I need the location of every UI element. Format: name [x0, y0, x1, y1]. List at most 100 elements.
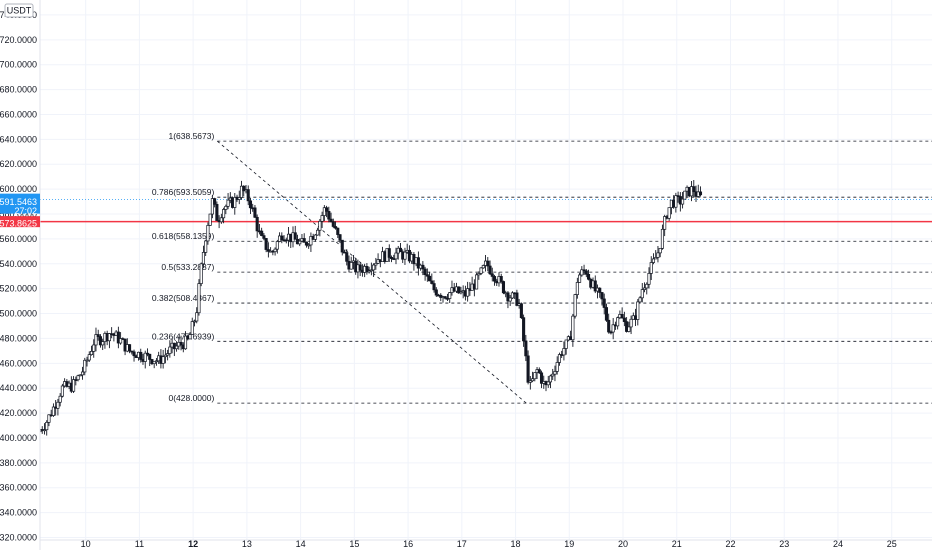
candle-body	[398, 247, 403, 253]
candle	[506, 291, 510, 309]
candle-body	[519, 303, 523, 318]
fibonacci-retracement[interactable]: 1(638.5673) 0.786(593.5059) 0.618(558.1359…	[152, 131, 932, 404]
candle	[260, 227, 264, 237]
candle-body	[280, 235, 284, 241]
candle-body	[616, 317, 620, 327]
candle-body	[434, 289, 438, 296]
candle-body	[242, 185, 246, 192]
candle	[656, 245, 660, 263]
x-tick-label: 24	[833, 539, 843, 549]
candle	[51, 403, 55, 417]
candle	[340, 239, 344, 256]
candle-body	[74, 379, 78, 381]
candle	[602, 293, 606, 315]
candle	[676, 191, 680, 203]
candle-body	[457, 286, 461, 294]
candle-body	[248, 200, 253, 209]
y-tick-label: 360.0000	[0, 483, 37, 493]
horizontal-lines[interactable]	[40, 199, 932, 223]
candle-body	[598, 287, 602, 293]
candle-body	[266, 249, 270, 252]
candle	[210, 195, 214, 219]
candle-body	[515, 292, 519, 306]
candle-body	[425, 274, 429, 277]
candle	[179, 335, 183, 351]
y-tick-label: 340.0000	[0, 508, 37, 518]
candle-body	[548, 375, 553, 383]
candle-body	[318, 220, 322, 231]
fib-level-label: 0.786(593.5059)	[152, 187, 215, 197]
candle	[233, 193, 237, 215]
candle-body	[492, 276, 497, 282]
candle	[681, 192, 685, 209]
candle-body	[510, 292, 514, 299]
candle-body	[107, 333, 111, 342]
fib-level-label: 1(638.5673)	[168, 131, 214, 141]
x-tick-label: 25	[887, 539, 897, 549]
candle-body	[580, 269, 584, 276]
candle-body	[430, 280, 434, 284]
candle-body	[522, 317, 526, 342]
candle	[593, 275, 597, 294]
x-axis[interactable]: 10 11 12 13 14 15 16 17 18 19 20 21 22 23 24 25	[81, 539, 897, 549]
candle-body	[255, 216, 259, 232]
candle	[237, 190, 241, 205]
countdown-timer: 27:02	[14, 206, 37, 216]
candle	[163, 347, 167, 364]
candle	[94, 327, 98, 352]
y-tick-label: 700.0000	[0, 60, 37, 70]
candle-body	[546, 381, 550, 386]
candle-body	[647, 273, 651, 285]
candle	[316, 227, 320, 236]
candle	[208, 213, 212, 226]
candle-body	[479, 267, 483, 274]
candle-body	[98, 336, 103, 346]
candle-body	[42, 429, 47, 432]
candle	[598, 287, 602, 298]
candle-body	[96, 334, 100, 337]
candle	[83, 357, 87, 376]
candle-body	[658, 247, 662, 254]
candle-body	[698, 191, 703, 196]
candle-body	[394, 252, 398, 260]
candle	[309, 232, 313, 252]
candle	[85, 356, 89, 367]
candle	[307, 243, 311, 249]
candle	[264, 238, 268, 253]
candle-body	[161, 356, 165, 364]
candle-body	[506, 292, 510, 302]
candle-body	[213, 198, 217, 205]
candle-body	[477, 273, 481, 276]
candle-body	[625, 321, 629, 332]
candle	[492, 274, 497, 286]
candle	[199, 262, 203, 287]
candle-body	[676, 195, 680, 197]
candle-body	[47, 414, 51, 423]
candle	[667, 207, 671, 221]
currency-badge[interactable]: USDT	[4, 3, 34, 18]
candle-body	[526, 355, 530, 383]
candle-body	[528, 380, 532, 383]
candle-body	[692, 186, 696, 193]
candle	[459, 286, 463, 295]
candle-body	[83, 359, 87, 373]
candle	[369, 262, 373, 276]
fib-level-label: 0.236(477.6939)	[152, 331, 215, 341]
candle-body	[163, 354, 167, 358]
candle	[349, 256, 353, 270]
candle-body	[636, 301, 640, 320]
candle-body	[302, 238, 306, 243]
candle-body	[175, 345, 179, 350]
candle	[674, 192, 678, 213]
fib-trend-line[interactable]	[217, 140, 527, 404]
candle	[302, 233, 306, 243]
candle	[320, 211, 324, 228]
candle-body	[208, 213, 212, 226]
candle-body	[553, 371, 557, 375]
fib-level-label: 0(428.0000)	[168, 393, 214, 403]
candle	[248, 197, 253, 214]
candle	[499, 273, 503, 284]
candle	[434, 287, 438, 297]
candle-body	[76, 375, 80, 381]
